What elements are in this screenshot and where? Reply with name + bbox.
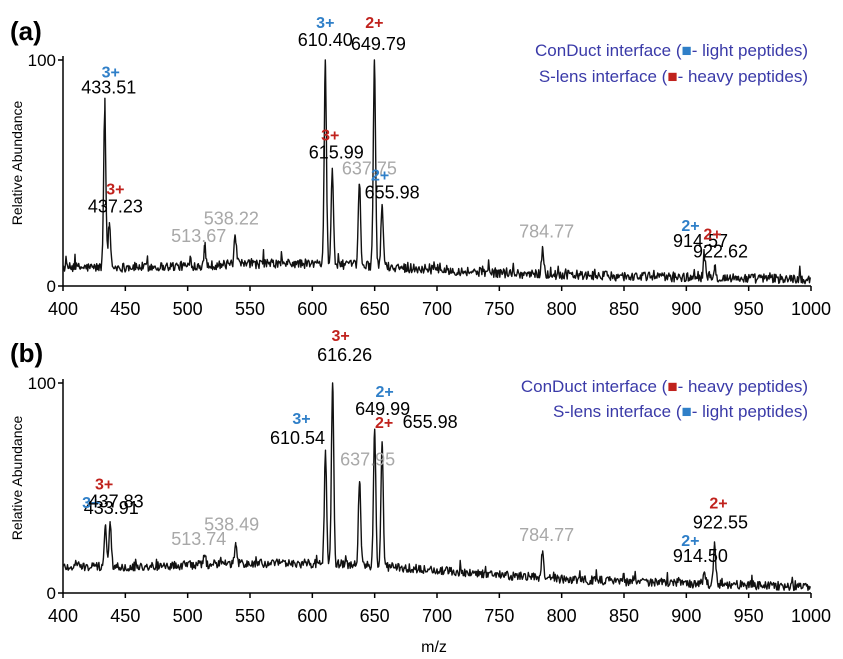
x-tick-label: 800: [547, 299, 577, 319]
peak-charge-label: 2+: [709, 496, 727, 513]
x-tick-label: 850: [609, 606, 639, 626]
peak-charge-label: 3+: [331, 328, 349, 345]
peak-mz-label: 784.77: [519, 222, 574, 242]
peak-mz-label: 437.83: [89, 492, 144, 512]
peak-mz-label: 649.79: [351, 34, 406, 54]
x-tick-label: 550: [235, 299, 265, 319]
y-axis-title: Relative Abundance: [9, 101, 25, 226]
x-tick-label: 1000: [791, 299, 831, 319]
legend-entry: ConDuct interface (■- light peptides): [535, 41, 808, 60]
x-tick-label: 650: [360, 606, 390, 626]
spectrum-trace: [62, 382, 811, 592]
peak-mz-label: 433.91: [84, 498, 139, 518]
x-tick-label: 750: [484, 299, 514, 319]
x-tick-label: 900: [671, 606, 701, 626]
peak-mz-label: 610.54: [270, 428, 325, 448]
x-tick-label: 1000: [791, 606, 831, 626]
peak-charge-label: 2+: [375, 415, 393, 432]
peak-charge-label: 3+: [292, 411, 310, 428]
peak-mz-label: 914.50: [673, 546, 728, 566]
peak-charge-label: 3+: [321, 127, 339, 144]
peak-mz-label: 433.51: [81, 78, 136, 98]
peak-mz-label: 437.23: [88, 197, 143, 217]
x-tick-label: 500: [173, 606, 203, 626]
peak-mz-label: 784.77: [519, 525, 574, 545]
peak-mz-label: 914.57: [673, 231, 728, 251]
peak-mz-label: 538.49: [204, 515, 259, 535]
x-tick-label: 700: [422, 299, 452, 319]
x-tick-label: 900: [671, 299, 701, 319]
legend-color-marker: ■: [681, 402, 691, 421]
x-tick-label: 800: [547, 606, 577, 626]
peak-charge-label: 2+: [681, 533, 699, 550]
peak-mz-label: 538.22: [204, 208, 259, 228]
peak-mz-label: 637.95: [340, 450, 395, 470]
legend-entry: S-lens interface (■- heavy peptides): [539, 67, 808, 86]
x-tick-label: 550: [235, 606, 265, 626]
x-tick-label: 850: [609, 299, 639, 319]
legend-color-marker: ■: [667, 67, 677, 86]
spectrum-panel-a: (a) Relative Abundance 0 100 400 450 500 550 600…: [9, 15, 831, 319]
spectrum-panel-b: (b) Relative Abundance 0 100 400 450 500 550 600…: [9, 328, 831, 626]
peak-charge-label: 2+: [681, 218, 699, 235]
peak-charge-label: 3+: [102, 65, 120, 82]
legend-color-marker: ■: [667, 377, 677, 396]
spectrum-trace: [62, 59, 811, 285]
y-tick-label: 100: [28, 51, 56, 70]
peak-mz-label: 615.99: [309, 142, 364, 162]
x-tick-label: 500: [173, 299, 203, 319]
peak-charge-label: 3+: [82, 495, 100, 512]
peak-mz-label: 513.67: [171, 226, 226, 246]
x-tick-label: 950: [734, 299, 764, 319]
x-tick-label: 400: [48, 299, 78, 319]
x-tick-label: 450: [110, 606, 140, 626]
peak-charge-label: 2+: [376, 384, 394, 401]
peak-charge-label: 3+: [316, 15, 334, 32]
peak-mz-label: 637.75: [342, 158, 397, 178]
peak-charge-label: 2+: [703, 227, 721, 244]
legend-entry: S-lens interface (■- light peptides): [553, 402, 808, 421]
x-tick-label: 600: [297, 299, 327, 319]
x-tick-label: 750: [484, 606, 514, 626]
legend-color-marker: ■: [681, 41, 691, 60]
x-tick-label: 400: [48, 606, 78, 626]
peak-mz-label: 922.55: [693, 513, 748, 533]
peak-charge-label: 2+: [365, 15, 383, 32]
panel-label: (b): [10, 338, 43, 368]
y-tick-label: 100: [28, 374, 56, 393]
y-tick-label: 0: [47, 277, 56, 296]
x-tick-label: 700: [422, 606, 452, 626]
peak-mz-label: 610.40: [298, 30, 353, 50]
peak-mz-label: 655.98: [365, 183, 420, 203]
y-axis-title: Relative Abundance: [9, 416, 25, 541]
x-tick-label: 600: [297, 606, 327, 626]
peak-charge-label: 2+: [371, 168, 389, 185]
x-tick-label: 650: [360, 299, 390, 319]
x-axis-title: m/z: [421, 639, 447, 656]
legend-entry: ConDuct interface (■- heavy peptides): [521, 377, 808, 396]
peak-charge-label: 3+: [95, 477, 113, 494]
peak-mz-label: 513.74: [171, 529, 226, 549]
x-tick-label: 450: [110, 299, 140, 319]
peak-mz-label: 649.99: [355, 399, 410, 419]
peak-mz-label: 922.62: [693, 242, 748, 262]
peak-charge-label: 3+: [106, 182, 124, 199]
y-tick-label: 0: [47, 584, 56, 603]
panel-label: (a): [10, 16, 42, 46]
peak-mz-label: 655.98: [403, 412, 458, 432]
peak-mz-label: 616.26: [317, 345, 372, 365]
x-tick-label: 950: [734, 606, 764, 626]
